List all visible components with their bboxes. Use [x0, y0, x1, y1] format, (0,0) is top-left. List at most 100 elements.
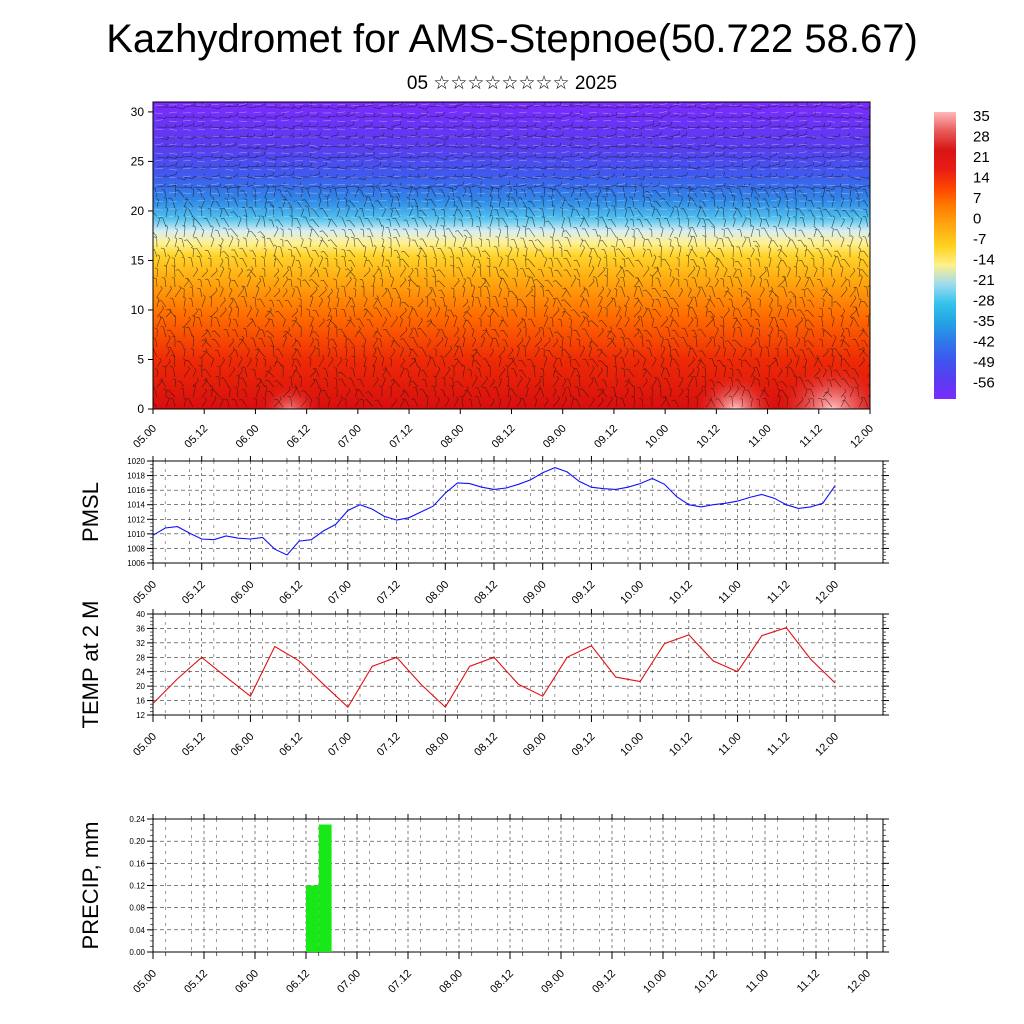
pmsl-panel: 1006 1008 1010 1012 1014 1016 1018 1020 05.00 05.…: [78, 456, 889, 607]
wind-barb-strokes: [153, 102, 870, 408]
y-tick-label: 0: [137, 402, 144, 416]
colorbar-label: -14: [973, 252, 995, 269]
x-tick-label: 11.12: [765, 579, 792, 606]
pmsl-line: [152, 467, 836, 556]
x-tick-label: 09.00: [521, 579, 549, 607]
x-tick-label: 06.00: [229, 579, 257, 607]
x-tick-label: 06.12: [277, 579, 305, 607]
y-axis-label: TEMP at 2 M: [78, 601, 103, 729]
x-tick-label: 09.12: [592, 423, 620, 451]
x-tick-label: 12.00: [813, 579, 841, 607]
x-tick-label: 10.00: [643, 423, 671, 451]
x-tick-label: 10.12: [695, 423, 723, 451]
y-tick-label: 20: [136, 682, 145, 691]
x-tick-label: 10.12: [667, 731, 695, 759]
x-tick-label: 06.12: [284, 968, 312, 996]
x-tick-label: 10.12: [692, 968, 720, 996]
colorbar-label: -7: [973, 231, 986, 248]
colorbar-label: 14: [973, 170, 990, 187]
x-tick-label: 12.00: [845, 968, 873, 996]
x-tick-label: 09.12: [590, 968, 618, 996]
x-tick-label: 08.12: [490, 423, 518, 451]
y-tick-label: 20: [131, 204, 145, 218]
precipitation-panel: 0.00 0.04 0.08 0.12 0.16 0.20 0.24 05.00 05.12 06…: [78, 814, 889, 996]
chart-subtitle: 05 ☆☆☆☆☆☆☆☆ 2025: [406, 73, 618, 94]
x-tick-label: 10.00: [618, 579, 646, 607]
y-tick-label: 1006: [127, 559, 145, 568]
colorbar-label: -35: [973, 313, 995, 330]
x-tick-label: 05.12: [180, 731, 208, 759]
colorbar-label: -21: [973, 272, 995, 289]
chart-title: Kazhydromet for AMS-Stepnoe(50.722 58.67…: [106, 17, 918, 61]
colorbar-strip: [934, 112, 956, 399]
y-tick-label: 40: [136, 610, 145, 619]
x-tick-label: 07.12: [386, 968, 414, 996]
y-tick-label: 0.04: [129, 926, 145, 935]
x-tick-label: 08.00: [423, 579, 451, 607]
x-tick-label: 07.00: [335, 968, 363, 996]
colorbar-label: 35: [973, 108, 990, 125]
x-tick-label: 08.12: [472, 579, 500, 607]
y-tick-label: 0.08: [129, 904, 145, 913]
y-tick-label: 1012: [127, 515, 145, 524]
x-tick-label: 06.00: [234, 423, 262, 451]
y-tick-label: 0.24: [129, 815, 145, 824]
x-tick-label: 05.00: [131, 423, 159, 451]
y-tick-label: 25: [131, 154, 145, 168]
x-tick-label: 09.00: [541, 423, 569, 451]
x-tick-label: 07.00: [336, 423, 364, 451]
y-tick-label: 5: [137, 352, 144, 366]
colorbar-label: -42: [973, 334, 995, 351]
x-tick-label: 12.00: [813, 731, 841, 759]
y-tick-label: 15: [131, 253, 145, 267]
x-tick-label: 11.12: [765, 731, 792, 758]
x-tick-label: 09.12: [570, 731, 598, 759]
x-tick-label: 10.12: [667, 579, 695, 607]
upper-air-heatmap-panel: 0 5 10 15 20 25 30 05.00 05.12 06.00 06.12 07.00 07…: [131, 101, 876, 451]
colorbar-label: 0: [973, 211, 981, 228]
x-tick-label: 09.00: [539, 968, 567, 996]
colorbar-label: -49: [973, 354, 995, 371]
colorbar-label: 21: [973, 149, 990, 166]
colorbar-labels: 35 28 21 14 7 0 -7 -14 -21 -28 -35 -42 -49 -56: [973, 108, 995, 392]
colorbar-label: 7: [973, 190, 981, 207]
y-tick-label: 12: [136, 711, 145, 720]
y-tick-label: 16: [136, 697, 145, 706]
x-tick-label: 05.00: [131, 579, 159, 607]
x-tick-label: 07.12: [387, 423, 415, 451]
y-tick-label: 1008: [127, 544, 145, 553]
x-tick-label: 08.12: [472, 731, 500, 759]
x-tick-label: 10.00: [618, 731, 646, 759]
x-tick-label: 07.00: [326, 731, 354, 759]
y-tick-label: 28: [136, 653, 145, 662]
temperature-line: [152, 627, 836, 708]
x-tick-label: 11.12: [795, 968, 822, 995]
colorbar-label: -28: [973, 293, 995, 310]
x-tick-label: 05.12: [182, 968, 210, 996]
y-tick-label: 0.00: [129, 948, 145, 957]
contour-lines: [154, 103, 870, 219]
heatmap-x-axis: 05.00 05.12 06.00 06.12 07.00 07.12 08.00 08.12…: [131, 409, 876, 451]
x-tick-label: 09.12: [570, 579, 598, 607]
y-tick-label: 30: [131, 105, 145, 119]
x-tick-label: 08.00: [438, 423, 466, 451]
x-tick-label: 07.12: [375, 579, 403, 607]
panel-frame: [152, 460, 884, 564]
panel-frame: [152, 613, 884, 716]
y-tick-label: 0.16: [129, 859, 145, 868]
x-tick-label: 06.00: [233, 968, 261, 996]
x-tick-label: 06.12: [277, 731, 305, 759]
heatmap-hotspots: [260, 364, 870, 409]
x-tick-label: 05.12: [182, 423, 210, 451]
y-tick-label: 1018: [127, 472, 145, 481]
x-tick-label: 05.00: [131, 731, 159, 759]
y-tick-label: 1010: [127, 530, 145, 539]
y-tick-label: 24: [136, 668, 145, 677]
colorbar-label: 28: [973, 129, 990, 146]
x-tick-label: 11.00: [744, 968, 771, 995]
y-axis-label: PRECIP, mm: [78, 822, 103, 950]
x-tick-label: 08.00: [437, 968, 465, 996]
y-tick-label: 0.12: [129, 882, 145, 891]
x-tick-label: 08.12: [488, 968, 516, 996]
x-tick-label: 10.00: [641, 968, 669, 996]
